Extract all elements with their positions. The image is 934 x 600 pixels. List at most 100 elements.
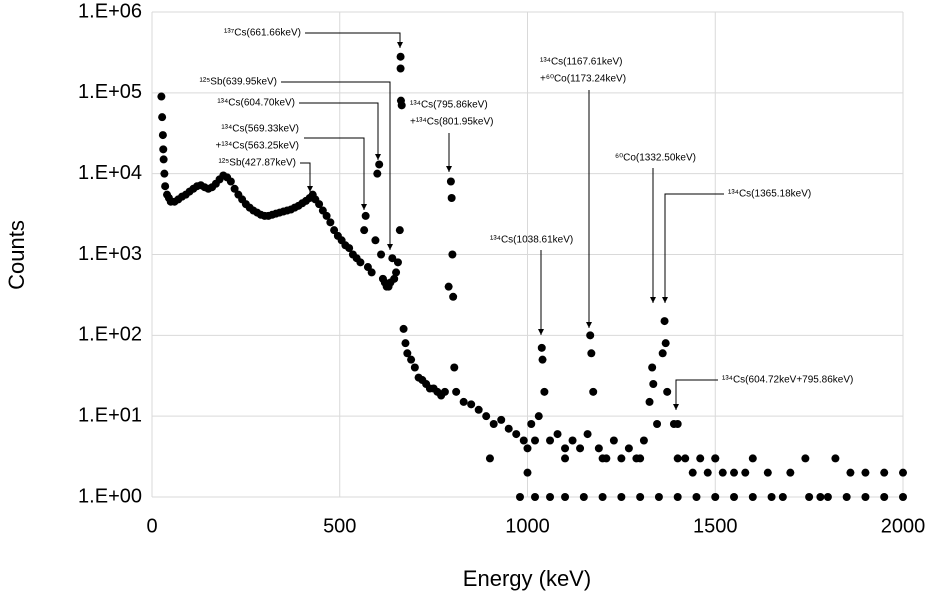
annotation: ¹³⁴Cs(1038.61keV) [490, 235, 573, 246]
data-point [561, 454, 570, 463]
data-point [534, 412, 543, 421]
data-point [448, 250, 457, 259]
data-point [579, 493, 588, 501]
data-point [589, 387, 598, 396]
data-point [538, 355, 547, 364]
data-point [474, 405, 483, 414]
data-point [880, 493, 889, 501]
data-point [450, 363, 459, 372]
data-point [561, 444, 570, 453]
data-point [315, 200, 324, 209]
data-point [161, 182, 170, 191]
data-point [688, 468, 697, 477]
data-point [519, 436, 528, 445]
data-point [467, 400, 476, 409]
data-point [440, 387, 449, 396]
data-point [718, 468, 727, 477]
arrow-head [650, 297, 656, 303]
arrow-head [307, 186, 313, 192]
x-tick-label: 2000 [881, 515, 926, 537]
data-point [537, 343, 546, 352]
data-point [397, 101, 406, 110]
data-point [375, 160, 384, 169]
data-point [748, 493, 757, 501]
data-point [692, 493, 701, 501]
data-point [711, 454, 720, 463]
data-point [617, 454, 626, 463]
arrow-head [446, 166, 452, 172]
data-point [531, 436, 540, 445]
data-point [531, 493, 540, 501]
data-point [345, 244, 354, 253]
annotation: ¹²⁵Sb(427.87keV) [218, 158, 296, 169]
data-point [846, 468, 855, 477]
data-point [730, 493, 739, 501]
y-tick-label: 1.E+05 [78, 81, 142, 103]
data-point [609, 436, 618, 445]
data-point [861, 493, 870, 501]
data-point [658, 349, 667, 358]
data-point [696, 454, 705, 463]
data-point [583, 430, 592, 439]
data-point [367, 268, 376, 277]
data-point [681, 454, 690, 463]
annotation-arrow [299, 102, 379, 160]
data-point [157, 92, 166, 101]
data-point [523, 468, 532, 477]
annotation-arrow [305, 32, 401, 48]
data-point [673, 420, 682, 429]
y-tick-label: 1.E+06 [78, 0, 142, 22]
annotation: ⁶⁰Co(1332.50keV) [615, 153, 696, 164]
data-point [452, 387, 461, 396]
data-point [330, 226, 339, 235]
data-point [540, 387, 549, 396]
data-point [748, 454, 757, 463]
annotation: ¹³⁴Cs(604.72keV+795.86keV) [722, 375, 853, 386]
data-point [899, 493, 907, 501]
x-tick-label: 500 [323, 515, 356, 537]
data-point [395, 226, 404, 235]
data-point [396, 52, 405, 61]
data-point [399, 324, 408, 333]
data-point [648, 363, 657, 372]
data-point [587, 349, 596, 358]
data-point [645, 397, 654, 406]
data-point [322, 211, 331, 220]
annotation: +¹³⁴Cs(801.95keV) [410, 117, 494, 128]
data-point [654, 493, 663, 501]
data-point [741, 468, 750, 477]
data-point [388, 254, 397, 263]
data-point [568, 436, 577, 445]
data-point [407, 355, 416, 364]
data-point [880, 468, 889, 477]
y-tick-label: 1.E+00 [78, 485, 142, 507]
data-point [842, 493, 851, 501]
annotation: +⁶⁰Co(1173.24keV) [540, 74, 626, 85]
data-point [594, 444, 603, 453]
data-point [663, 387, 672, 396]
annotation-arrow [281, 81, 391, 250]
data-point [586, 331, 595, 340]
data-point [482, 412, 491, 421]
data-point [816, 493, 825, 501]
data-point [160, 169, 169, 178]
data-point [373, 169, 382, 178]
data-point [377, 250, 386, 259]
data-point [159, 145, 168, 154]
annotation: ¹³⁴Cs(569.33keV) [221, 124, 299, 135]
annotation: ¹³⁷Cs(661.66keV) [224, 28, 301, 39]
data-point [515, 493, 524, 501]
annotation: ¹³⁴Cs(604.70keV) [217, 98, 295, 109]
annotation: ¹²⁵Sb(639.95keV) [199, 77, 277, 88]
data-point [361, 211, 370, 220]
data-point [523, 444, 532, 453]
data-point [489, 420, 498, 429]
data-point [485, 454, 494, 463]
y-tick-label: 1.E+04 [78, 162, 142, 184]
arrow-head [361, 204, 367, 210]
data-point [444, 282, 453, 291]
data-point [159, 155, 168, 164]
data-point [553, 430, 562, 439]
